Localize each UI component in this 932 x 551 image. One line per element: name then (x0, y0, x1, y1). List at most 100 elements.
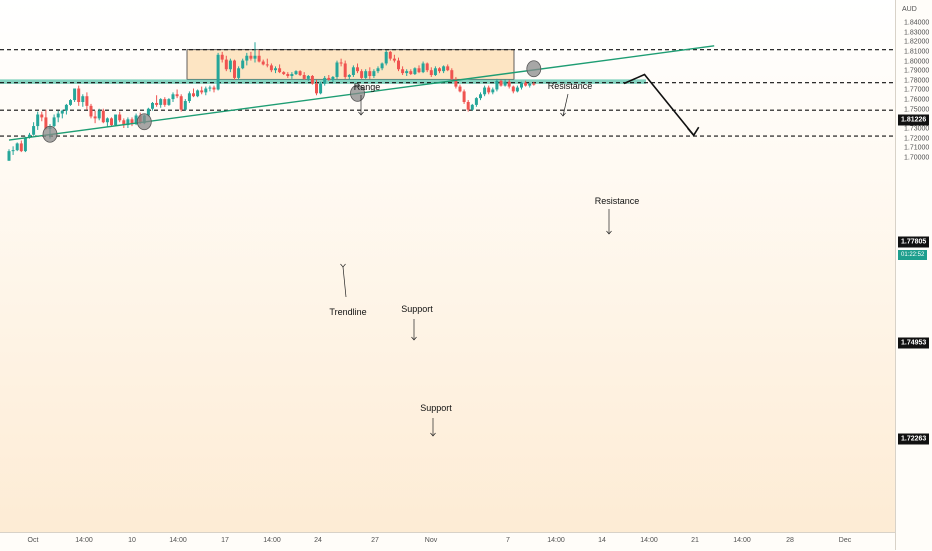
candle-body (327, 77, 331, 80)
candle-body (81, 96, 85, 102)
candle-body (7, 151, 11, 161)
pointer-arrowhead (606, 230, 612, 235)
forecast-arrowhead (687, 126, 700, 137)
support-low-label: Support (420, 403, 452, 413)
price-tick-label: 1.80000 (904, 58, 930, 66)
candle-body (343, 63, 347, 77)
candle-body (470, 104, 474, 110)
candle-body (85, 96, 89, 106)
candle-body (364, 71, 368, 78)
price-tick-label: 1.72000 (904, 135, 930, 143)
price-axis[interactable] (895, 0, 932, 550)
candle-body (28, 134, 31, 138)
candle-body (413, 68, 417, 75)
time-tick-label: 14:00 (169, 537, 187, 544)
forecast-path (623, 73, 695, 136)
candle-body (306, 75, 310, 79)
candle-body (479, 94, 482, 99)
time-tick-label: 17 (221, 537, 229, 544)
candle-body (392, 58, 396, 61)
candle-body (339, 62, 343, 64)
price-tag-support-lower: 1.72263 (898, 433, 930, 445)
candle-body (487, 87, 491, 93)
candle-body (69, 100, 72, 105)
candle-body (474, 98, 478, 105)
candle-body (167, 99, 171, 105)
pointer-arrowhead (340, 263, 346, 268)
candle-body (224, 59, 228, 70)
candle-body (77, 88, 81, 102)
trendline-label: Trendline (329, 307, 367, 317)
time-tick-label: 21 (691, 537, 699, 544)
candle-body (503, 81, 507, 86)
candle-body (286, 74, 290, 76)
candle-body (233, 60, 236, 78)
candle-body (32, 126, 36, 135)
time-tick-label: 14 (598, 537, 606, 544)
time-tick-label: 24 (314, 537, 322, 544)
candle-body (421, 63, 425, 73)
price-tick-label: 1.76000 (904, 96, 930, 104)
candle-body (335, 62, 339, 77)
candle-body (302, 75, 306, 79)
candle-body (15, 143, 19, 151)
candle-body (134, 115, 138, 125)
candle-body (446, 66, 450, 71)
candle-body (159, 99, 163, 105)
candle-body (282, 72, 286, 75)
candle-body (274, 68, 277, 71)
price-tick-label: 1.73000 (904, 125, 930, 133)
time-tick-label: Dec (838, 537, 852, 544)
candle-body (122, 120, 126, 126)
price-tick-label: 1.77000 (904, 86, 930, 94)
currency-label: AUD (902, 6, 917, 13)
resistance-mid-label: Resistance (594, 196, 640, 206)
time-tick-label: 28 (786, 537, 794, 544)
candle-body (97, 110, 101, 119)
candle-body (450, 70, 454, 79)
candle-body (499, 80, 503, 86)
candle-body (401, 69, 405, 74)
candle-body (372, 71, 376, 76)
candle-body (466, 101, 470, 110)
price-chart[interactable] (0, 0, 895, 532)
touch-point-marker (136, 113, 152, 131)
pointer-arrowhead (411, 336, 417, 341)
time-tick-label: 10 (128, 537, 136, 544)
candle-body (417, 68, 421, 73)
time-tick-label: 14:00 (263, 537, 281, 544)
candle-body (507, 81, 511, 87)
candle-body (425, 63, 429, 71)
candle-body (310, 75, 314, 84)
range-label: Range (353, 82, 381, 92)
time-axis[interactable] (0, 532, 895, 551)
candle-body (60, 110, 64, 114)
candle-body (183, 101, 187, 110)
candle-body (11, 150, 15, 152)
price-tick-label: 1.81000 (904, 48, 930, 56)
candle-body (101, 110, 105, 123)
candle-body (462, 91, 466, 102)
candle-body (438, 68, 441, 72)
countdown-tag: 01:22:52 (898, 250, 928, 260)
candle-body (458, 86, 462, 92)
pointer-arrow (562, 93, 569, 117)
candle-body (261, 61, 265, 65)
candle-body (89, 105, 93, 117)
candle-body (196, 90, 200, 97)
candle-body (384, 51, 388, 64)
price-tag-support-upper: 1.74953 (898, 337, 930, 349)
candle-body (208, 87, 212, 89)
candle-body (351, 67, 355, 76)
candle-body (171, 94, 175, 100)
range-box (186, 49, 515, 80)
candle-body (278, 68, 282, 73)
candle-body (204, 88, 208, 93)
candle-body (245, 55, 249, 61)
candle-body (532, 83, 536, 85)
time-tick-label: Nov (424, 537, 438, 544)
candle-body (93, 116, 97, 119)
price-tick-label: 1.79000 (904, 67, 930, 75)
pointer-arrowhead (560, 112, 566, 117)
candle-body (73, 88, 77, 101)
